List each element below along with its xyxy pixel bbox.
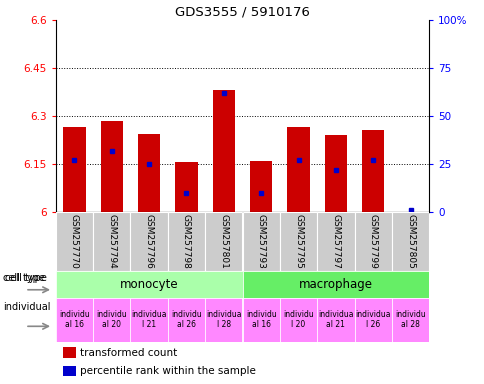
Bar	[242, 271, 428, 298]
Text: GSM257801: GSM257801	[219, 214, 228, 269]
Text: GSM257770: GSM257770	[70, 214, 79, 269]
Bar	[93, 298, 130, 342]
Bar	[242, 298, 279, 342]
Bar	[391, 298, 428, 342]
Text: GSM257794: GSM257794	[107, 214, 116, 269]
Text: cell type: cell type	[5, 273, 46, 283]
Text: GSM257805: GSM257805	[405, 214, 414, 269]
Bar	[56, 298, 93, 342]
Bar	[354, 298, 391, 342]
Text: percentile rank within the sample: percentile rank within the sample	[80, 366, 256, 376]
Bar	[93, 212, 130, 271]
Text: cell type: cell type	[3, 273, 45, 283]
Bar	[175, 162, 197, 212]
Text: GSM257795: GSM257795	[293, 214, 302, 269]
Text: GSM257799: GSM257799	[368, 214, 377, 269]
Bar	[167, 298, 205, 342]
Bar	[100, 121, 123, 212]
Bar	[167, 212, 205, 271]
Bar	[317, 298, 354, 342]
Text: individu
al 28: individu al 28	[394, 310, 425, 329]
Text: individua
l 26: individua l 26	[355, 310, 390, 329]
Bar	[130, 298, 167, 342]
Bar	[391, 212, 428, 271]
Bar	[137, 134, 160, 212]
Bar	[56, 212, 93, 271]
Bar	[205, 298, 242, 342]
Text: GSM257798: GSM257798	[182, 214, 191, 269]
Bar	[279, 298, 317, 342]
Bar	[287, 127, 309, 212]
Bar	[212, 90, 235, 212]
Text: individua
l 21: individua l 21	[131, 310, 166, 329]
Bar	[56, 271, 242, 298]
Text: individu
al 16: individu al 16	[245, 310, 276, 329]
Text: GSM257797: GSM257797	[331, 214, 340, 269]
Bar	[279, 212, 317, 271]
Bar	[317, 212, 354, 271]
Text: individua
l 28: individua l 28	[206, 310, 241, 329]
Text: individu
al 20: individu al 20	[96, 310, 127, 329]
Text: individu
al 26: individu al 26	[171, 310, 201, 329]
Bar	[205, 212, 242, 271]
Text: GSM257796: GSM257796	[144, 214, 153, 269]
Bar	[242, 212, 279, 271]
Bar	[63, 127, 86, 212]
Bar	[63, 366, 76, 376]
Text: macrophage: macrophage	[298, 278, 372, 291]
Bar	[324, 135, 347, 212]
Text: individu
al 16: individu al 16	[59, 310, 90, 329]
Bar	[249, 161, 272, 212]
Text: transformed count: transformed count	[80, 348, 177, 358]
Text: monocyte: monocyte	[120, 278, 178, 291]
Text: individua
al 21: individua al 21	[318, 310, 353, 329]
Text: individual: individual	[3, 302, 50, 312]
Bar	[63, 347, 76, 358]
Text: GSM257793: GSM257793	[256, 214, 265, 269]
Bar	[354, 212, 391, 271]
Bar	[130, 212, 167, 271]
Title: GDS3555 / 5910176: GDS3555 / 5910176	[175, 6, 309, 19]
Text: individu
l 20: individu l 20	[283, 310, 313, 329]
Bar	[361, 130, 384, 212]
